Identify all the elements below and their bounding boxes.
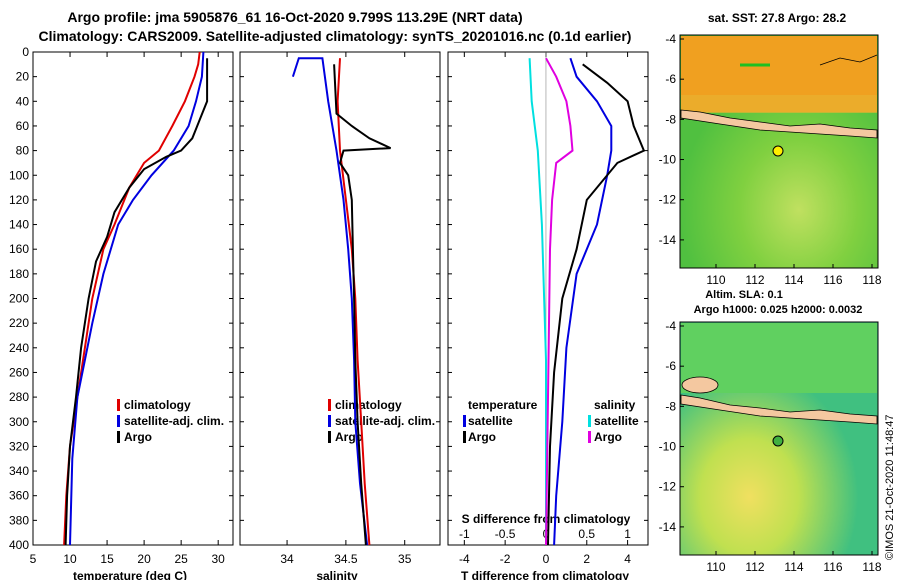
map-y-tick-label: -14	[659, 520, 677, 534]
depth-tick-label: 380	[9, 513, 29, 527]
depth-tick-label: 320	[9, 439, 29, 453]
s-diff-tick-label: -1	[459, 527, 470, 541]
depth-tick-label: 260	[9, 365, 29, 379]
depth-ticks: 0 20 40 60 80 100 120 140 160 180 200 220 240 260 280 3…	[9, 45, 29, 552]
map-y-tick-label: -10	[659, 440, 677, 454]
x-tick-label: 34.5	[334, 552, 358, 566]
depth-tick-label: 360	[9, 489, 29, 503]
title-line1: Argo profile: jma 5905876_61 16-Oct-2020…	[67, 9, 522, 25]
s-diff-tick-label: 1	[624, 527, 631, 541]
sla-title-line2: Argo h1000: 0.025 h2000: 0.0032	[694, 304, 863, 316]
depth-tick-label: 200	[9, 292, 29, 306]
x-tick-label: 4	[624, 552, 631, 566]
depth-tick-label: 180	[9, 267, 29, 281]
x-tick-label: 10	[63, 552, 77, 566]
map-y-tick-label: -4	[665, 319, 676, 333]
salinity-panel: salinity climatology satellite-adj. clim…	[239, 51, 441, 580]
map-y-tick-label: -12	[659, 193, 677, 207]
x-tick-label: 20	[137, 552, 151, 566]
map-y-tick-label: -12	[659, 480, 677, 494]
map-y-tick-label: -6	[665, 359, 676, 373]
series-line-argo	[333, 64, 392, 546]
depth-tick-label: 100	[9, 168, 29, 182]
temperature-legend: climatology satellite-adj. clim. Argo	[117, 398, 224, 444]
map-x-tick-label: 112	[745, 273, 764, 287]
map-x-tick-label: 116	[823, 560, 842, 574]
sla-title-line1: Altim. SLA: 0.1	[705, 289, 783, 301]
x-tick-label: -2	[500, 552, 511, 566]
series-line-t-satellite	[553, 57, 613, 546]
depth-tick-label: 140	[9, 218, 29, 232]
map-x-tick-label: 118	[862, 560, 881, 574]
map-y-tick-label: -4	[665, 32, 676, 46]
depth-tick-label: 220	[9, 316, 29, 330]
depth-tick-label: 80	[16, 144, 30, 158]
series-line-s-argo	[545, 57, 574, 546]
t-diff-xlabel: T difference from climatology	[461, 569, 629, 580]
x-tick-label: 34	[280, 552, 294, 566]
legend-climatology: climatology	[335, 398, 402, 412]
map-x-tick-label: 110	[706, 560, 725, 574]
legend-s-argo: Argo	[594, 430, 622, 444]
temperature-xlabel: temperature (deg C)	[73, 569, 187, 580]
x-tick-label: 2	[583, 552, 590, 566]
x-tick-label: 30	[212, 552, 226, 566]
depth-tick-label: 340	[9, 464, 29, 478]
depth-tick-label: 0	[22, 45, 29, 59]
map-x-tick-label: 112	[745, 560, 764, 574]
depth-tick-label: 60	[16, 119, 30, 133]
temperature-panel: temperature (deg C) 0 20 40 60 80 100 120 140 16…	[9, 45, 234, 580]
map-y-tick-label: -8	[665, 112, 676, 126]
legend-s-satellite: satellite	[594, 414, 639, 428]
legend-salinity-title: salinity	[594, 398, 636, 412]
x-tick-label: -4	[459, 552, 470, 566]
series-line-satellite-adj-clim-	[291, 57, 369, 546]
map-x-tick-label: 114	[784, 273, 803, 287]
map-x-tick-label: 118	[862, 273, 881, 287]
map-y-tick-label: -8	[665, 399, 676, 413]
series-line-argo	[64, 58, 209, 546]
depth-tick-label: 120	[9, 193, 29, 207]
legend-t-satellite: satellite	[468, 414, 513, 428]
s-diff-tick-label: 0.5	[578, 527, 595, 541]
legend-satellite: satellite-adj. clim.	[124, 414, 224, 428]
x-tick-label: 35	[398, 552, 412, 566]
depth-tick-label: 240	[9, 341, 29, 355]
series-line-satellite-adj-clim-	[69, 51, 205, 546]
depth-tick-label: 40	[16, 94, 30, 108]
depth-tick-label: 400	[9, 538, 29, 552]
x-tick-label: 25	[174, 552, 188, 566]
map-x-tick-label: 116	[823, 273, 842, 287]
x-tick-label: 15	[100, 552, 114, 566]
depth-tick-label: 20	[16, 70, 30, 84]
legend-argo: Argo	[124, 430, 152, 444]
map-y-tick-label: -10	[659, 153, 677, 167]
salinity-xlabel: salinity	[316, 569, 358, 580]
sst-map-title: sat. SST: 27.8 Argo: 28.2	[708, 11, 847, 25]
sst-map: sat. SST: 27.8 Argo: 28.2 -4 -6 -8 -10 -12 -1…	[659, 11, 882, 287]
legend-climatology: climatology	[124, 398, 191, 412]
difference-panel: T difference from climatology S differen…	[447, 51, 649, 580]
map-x-tick-label: 114	[784, 560, 803, 574]
title-line2: Climatology: CARS2009. Satellite-adjuste…	[39, 28, 632, 44]
legend-satellite: satellite-adj. clim.	[335, 414, 435, 428]
map-y-tick-label: -14	[659, 233, 677, 247]
series-line-t-argo	[547, 63, 646, 546]
depth-tick-label: 160	[9, 242, 29, 256]
footer-vertical: ©IMOS 21-Oct-2020 11:48:47	[884, 415, 896, 560]
series-line-s-satellite	[528, 58, 547, 545]
map-x-tick-label: 110	[706, 273, 725, 287]
legend-t-argo: Argo	[468, 430, 496, 444]
legend-temperature-title: temperature	[468, 398, 538, 412]
map-y-tick-label: -6	[665, 72, 676, 86]
depth-tick-label: 300	[9, 415, 29, 429]
x-tick-label: 5	[30, 552, 37, 566]
s-diff-tick-label: -0.5	[495, 527, 516, 541]
sla-map: Altim. SLA: 0.1 Argo h1000: 0.025 h2000:…	[659, 289, 882, 574]
depth-tick-label: 280	[9, 390, 29, 404]
x-tick-label: 0	[543, 552, 550, 566]
